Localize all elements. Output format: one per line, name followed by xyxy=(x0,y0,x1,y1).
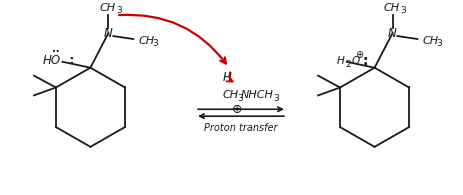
Text: 3: 3 xyxy=(400,6,406,15)
Text: 3: 3 xyxy=(152,39,157,49)
Text: Proton transfer: Proton transfer xyxy=(204,123,277,133)
Text: CH: CH xyxy=(138,36,154,46)
Text: 3: 3 xyxy=(272,94,278,103)
Text: CH: CH xyxy=(223,90,238,100)
Text: 3: 3 xyxy=(237,94,242,103)
Text: CH: CH xyxy=(421,36,438,46)
Text: CH: CH xyxy=(382,3,399,13)
Text: 3: 3 xyxy=(435,39,441,49)
Text: N: N xyxy=(388,27,396,40)
Text: CH: CH xyxy=(99,3,115,13)
Text: ⊕: ⊕ xyxy=(231,103,242,116)
Text: HO: HO xyxy=(42,54,60,67)
Text: 2: 2 xyxy=(345,60,350,69)
Text: N: N xyxy=(104,27,113,40)
Text: 3: 3 xyxy=(116,6,122,15)
Text: H: H xyxy=(336,56,344,66)
Text: O: O xyxy=(351,56,359,66)
Text: ··: ·· xyxy=(52,47,59,57)
Text: H: H xyxy=(222,71,231,84)
Text: ⊕: ⊕ xyxy=(355,50,363,60)
Text: :: : xyxy=(362,54,367,68)
Text: NHCH: NHCH xyxy=(240,90,273,100)
Text: :: : xyxy=(65,54,75,67)
